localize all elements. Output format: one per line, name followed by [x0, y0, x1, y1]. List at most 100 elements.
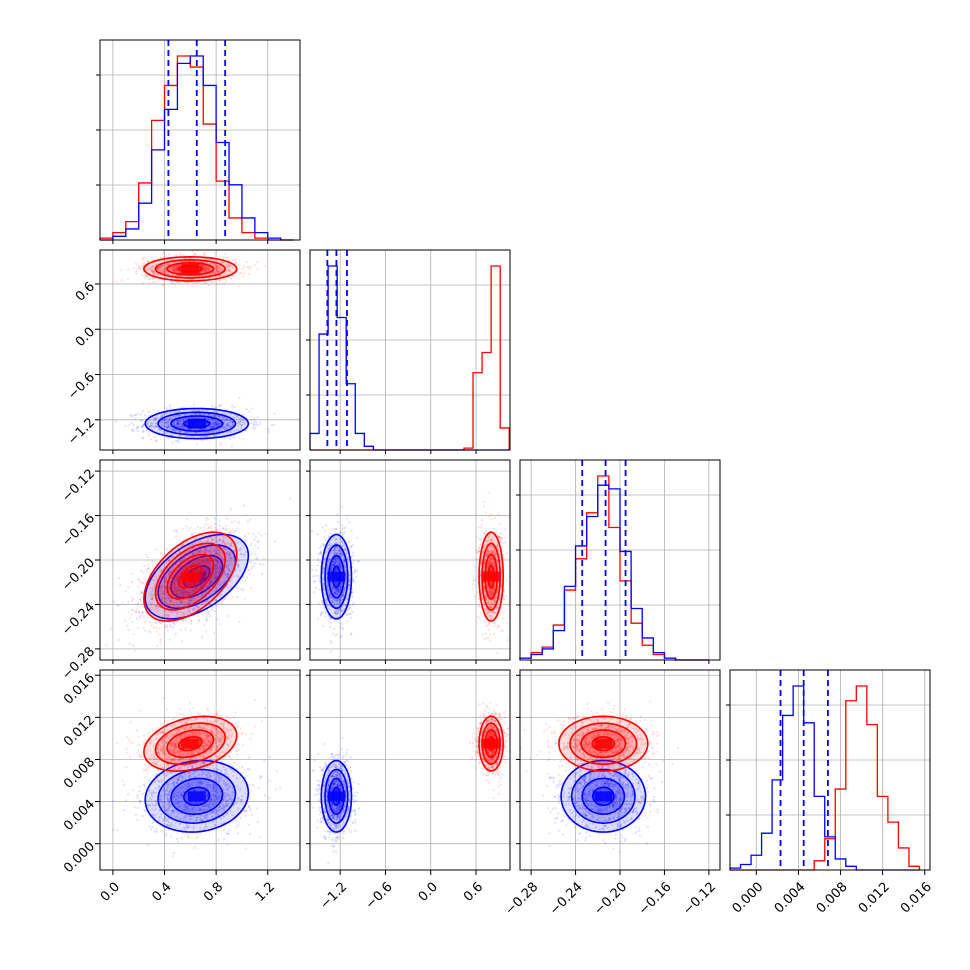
scatter-point [126, 624, 129, 627]
scatter-point [173, 430, 177, 433]
scatter-point [323, 535, 326, 538]
scatter-point [210, 423, 213, 427]
scatter-point [211, 421, 214, 424]
scatter-point [205, 268, 208, 271]
scatter-point [216, 267, 219, 270]
scatter-point [160, 414, 163, 417]
scatter-point [141, 282, 145, 285]
scatter-point [229, 435, 233, 438]
scatter-point [238, 396, 241, 399]
scatter-point [165, 593, 168, 596]
scatter-point [149, 278, 152, 281]
scatter-point [319, 612, 322, 616]
scatter-point [164, 255, 167, 258]
scatter-point [247, 532, 250, 535]
scatter-point [183, 604, 186, 608]
scatter-point [216, 422, 219, 425]
scatter-point [155, 439, 158, 442]
scatter-point [230, 421, 233, 424]
scatter-point [169, 407, 172, 410]
scatter-point [216, 570, 219, 573]
scatter-point [174, 588, 177, 592]
scatter-point [208, 562, 211, 565]
scatter-point [157, 428, 161, 432]
scatter-point [216, 270, 219, 273]
scatter-point [168, 425, 171, 428]
scatter-point [217, 433, 220, 436]
scatter-point [144, 267, 147, 270]
scatter-point [217, 274, 220, 277]
scatter-point [236, 574, 239, 578]
scatter-point [169, 571, 172, 574]
scatter-point [247, 569, 250, 572]
scatter-point [201, 559, 204, 563]
scatter-point [186, 260, 190, 263]
scatter-point [213, 265, 216, 268]
scatter-point [202, 435, 205, 438]
scatter-point [205, 573, 208, 577]
scatter-point [167, 262, 170, 265]
scatter-point [172, 530, 175, 533]
scatter-point [248, 410, 251, 413]
scatter-point [214, 522, 217, 526]
scatter-point [167, 420, 170, 423]
scatter-point [177, 441, 181, 444]
scatter-point [214, 421, 217, 424]
scatter-point [152, 271, 155, 274]
scatter-point [156, 267, 160, 270]
scatter-point [162, 252, 165, 255]
scatter-point [211, 414, 214, 417]
scatter-point [163, 424, 166, 427]
scatter-point [176, 271, 179, 274]
scatter-point [223, 418, 226, 422]
scatter-point [225, 425, 228, 428]
scatter-point [238, 549, 241, 552]
scatter-point [178, 560, 181, 563]
scatter-point [198, 413, 201, 416]
scatter-point [234, 258, 237, 261]
scatter-point [262, 557, 266, 560]
scatter-point [207, 610, 210, 613]
scatter-point [151, 560, 154, 563]
scatter-point [137, 264, 140, 267]
scatter-point [205, 519, 208, 522]
scatter-point [224, 419, 227, 422]
scatter-point [163, 581, 167, 584]
scatter-point [146, 568, 149, 571]
scatter-point [227, 424, 230, 427]
scatter-point [161, 269, 164, 272]
scatter-point [153, 264, 156, 267]
scatter-point [209, 615, 212, 618]
scatter-point [229, 420, 232, 423]
scatter-point [187, 275, 190, 278]
scatter-point [215, 535, 218, 539]
scatter-point [207, 267, 210, 270]
scatter-point [254, 535, 257, 538]
scatter-point [204, 269, 207, 272]
scatter-point [188, 602, 191, 605]
scatter-point [212, 421, 215, 424]
scatter-point [243, 422, 246, 425]
scatter-point [158, 627, 161, 631]
scatter-point [202, 253, 205, 256]
scatter-point [151, 424, 154, 427]
scatter-point [141, 410, 144, 413]
scatter-point [146, 422, 149, 425]
scatter-point [189, 526, 192, 530]
scatter-point [152, 281, 155, 284]
scatter-point [166, 421, 169, 424]
scatter-point [161, 264, 164, 267]
scatter-point [205, 282, 208, 285]
panel-frame [99, 39, 301, 241]
scatter-point [207, 283, 210, 287]
scatter-point [133, 649, 137, 652]
scatter-point [213, 631, 216, 635]
scatter-point [200, 274, 203, 277]
scatter-point [206, 422, 209, 425]
scatter-point [221, 261, 224, 264]
scatter-point [163, 270, 166, 273]
scatter-point [229, 424, 232, 427]
scatter-point [203, 412, 206, 416]
scatter-point [195, 587, 198, 590]
scatter-point [245, 514, 248, 517]
